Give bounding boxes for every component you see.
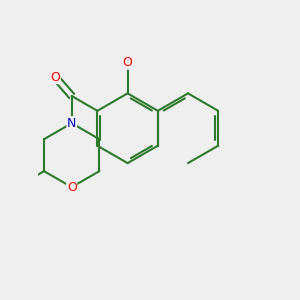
Text: O: O (50, 70, 60, 83)
Text: O: O (123, 56, 133, 69)
Text: N: N (67, 117, 76, 130)
Text: O: O (67, 181, 77, 194)
